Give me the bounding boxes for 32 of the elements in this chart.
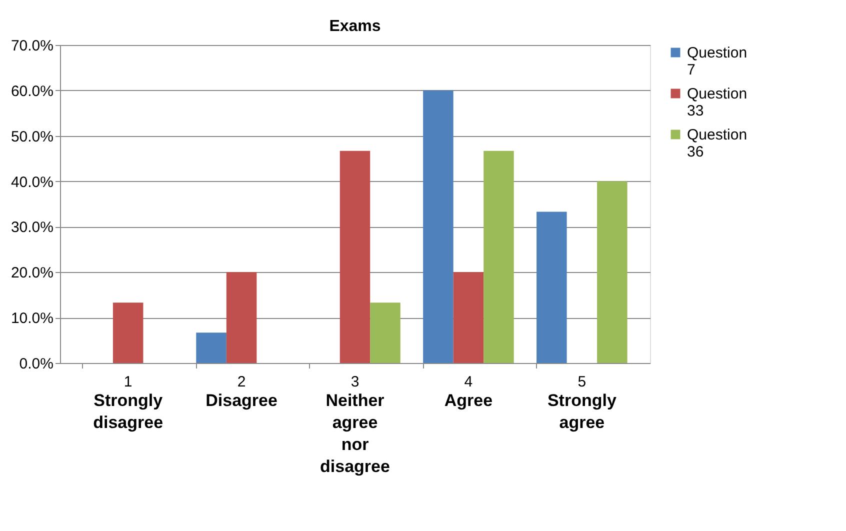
legend-label: Question 33 (687, 86, 748, 120)
x-tick-label: 1 (124, 374, 132, 390)
y-tick-label: 50.0% (10, 128, 54, 146)
y-tick-label: 70.0% (10, 38, 54, 54)
bar (484, 150, 514, 363)
bar (112, 302, 144, 363)
bar (536, 212, 567, 363)
text: Strongly disagree (93, 391, 164, 432)
x-tick-label: 5 (578, 374, 586, 390)
bar (196, 332, 226, 363)
legend-label: Question 7 (687, 44, 748, 78)
y-tick-label: 20.0% (10, 264, 54, 282)
y-tick-label: 60.0% (10, 82, 54, 100)
bar (370, 302, 400, 363)
x-tick-label: 3 (350, 374, 360, 390)
x-tick-label: 2 (237, 374, 246, 390)
text: Agree (444, 391, 493, 410)
text: Strongly agree (547, 391, 617, 432)
y-tick-label: 10.0% (10, 310, 54, 328)
bar (453, 272, 484, 363)
bar (597, 181, 628, 363)
chart-title: Exams (329, 18, 381, 35)
y-tick-label: 30.0% (10, 219, 54, 236)
text: Disagree (206, 391, 278, 410)
y-tick-label: 40.0% (10, 174, 54, 191)
bar (423, 90, 454, 363)
legend-label: Question 36 (687, 126, 748, 160)
bar (340, 150, 370, 363)
text: Neither agree nor disagree (320, 391, 390, 476)
bar (226, 272, 257, 363)
y-tick-label: 0.0% (19, 356, 54, 372)
x-tick-label: 4 (464, 374, 473, 390)
